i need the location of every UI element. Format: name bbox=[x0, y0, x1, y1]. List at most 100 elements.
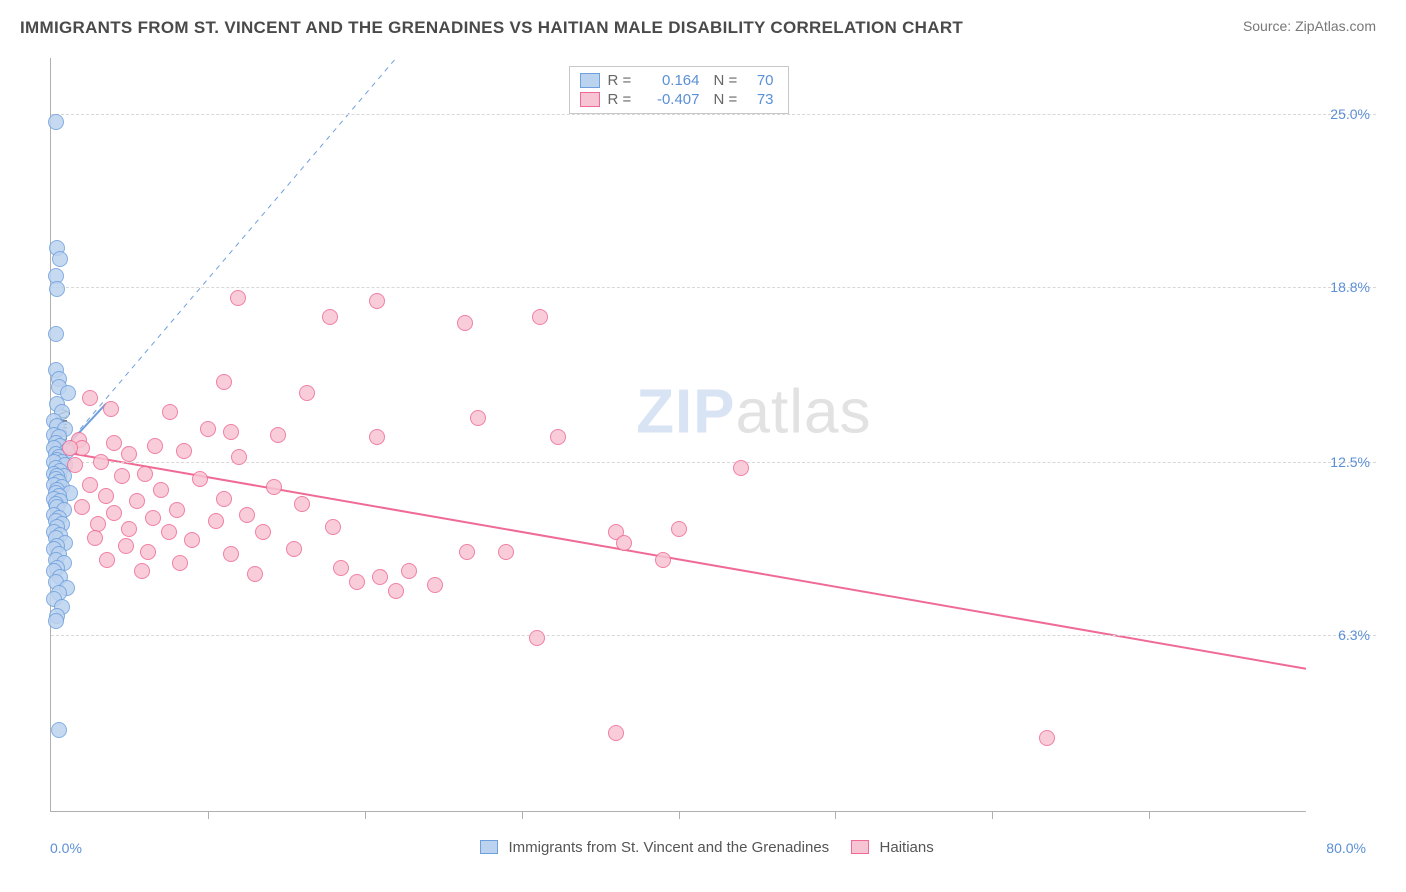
x-tick bbox=[522, 811, 523, 819]
scatter-point bbox=[200, 421, 216, 437]
scatter-point bbox=[121, 446, 137, 462]
scatter-point bbox=[247, 566, 263, 582]
scatter-point bbox=[208, 513, 224, 529]
scatter-point bbox=[129, 493, 145, 509]
scatter-point bbox=[498, 544, 514, 560]
gridline bbox=[51, 462, 1376, 463]
scatter-point bbox=[349, 574, 365, 590]
scatter-point bbox=[255, 524, 271, 540]
scatter-point bbox=[118, 538, 134, 554]
scatter-point bbox=[145, 510, 161, 526]
scatter-point bbox=[223, 546, 239, 562]
scatter-point bbox=[93, 454, 109, 470]
plot-area: ZIPatlas R = 0.164 N = 70 R = -0.407 N =… bbox=[50, 58, 1306, 812]
scatter-point bbox=[106, 505, 122, 521]
scatter-point bbox=[616, 535, 632, 551]
scatter-point bbox=[294, 496, 310, 512]
scatter-point bbox=[427, 577, 443, 593]
gridline bbox=[51, 635, 1376, 636]
legend-swatch bbox=[851, 840, 869, 854]
scatter-point bbox=[67, 457, 83, 473]
scatter-point bbox=[48, 326, 64, 342]
scatter-point bbox=[372, 569, 388, 585]
y-tick-label: 25.0% bbox=[1330, 106, 1370, 122]
source-attribution: Source: ZipAtlas.com bbox=[1243, 18, 1376, 34]
chart-container: Male Disability ZIPatlas R = 0.164 N = 7… bbox=[20, 50, 1376, 862]
scatter-point bbox=[1039, 730, 1055, 746]
scatter-point bbox=[103, 401, 119, 417]
y-tick-label: 18.8% bbox=[1330, 279, 1370, 295]
scatter-point bbox=[99, 552, 115, 568]
scatter-point bbox=[325, 519, 341, 535]
scatter-point bbox=[184, 532, 200, 548]
trend-lines-layer bbox=[51, 58, 1306, 811]
scatter-point bbox=[121, 521, 137, 537]
x-tick bbox=[208, 811, 209, 819]
x-tick bbox=[1149, 811, 1150, 819]
scatter-point bbox=[286, 541, 302, 557]
gridline bbox=[51, 114, 1376, 115]
scatter-point bbox=[192, 471, 208, 487]
scatter-point bbox=[137, 466, 153, 482]
scatter-point bbox=[529, 630, 545, 646]
scatter-point bbox=[62, 440, 78, 456]
scatter-point bbox=[82, 390, 98, 406]
scatter-point bbox=[161, 524, 177, 540]
scatter-point bbox=[169, 502, 185, 518]
scatter-point bbox=[401, 563, 417, 579]
scatter-point bbox=[532, 309, 548, 325]
scatter-point bbox=[459, 544, 475, 560]
x-tick bbox=[679, 811, 680, 819]
scatter-point bbox=[550, 429, 566, 445]
x-tick bbox=[992, 811, 993, 819]
scatter-point bbox=[49, 281, 65, 297]
scatter-point bbox=[333, 560, 349, 576]
scatter-point bbox=[106, 435, 122, 451]
scatter-point bbox=[388, 583, 404, 599]
scatter-point bbox=[134, 563, 150, 579]
scatter-point bbox=[457, 315, 473, 331]
legend-label: Immigrants from St. Vincent and the Gren… bbox=[508, 839, 829, 856]
scatter-point bbox=[671, 521, 687, 537]
bottom-legend: Immigrants from St. Vincent and the Gren… bbox=[20, 839, 1376, 856]
scatter-point bbox=[216, 491, 232, 507]
scatter-point bbox=[369, 293, 385, 309]
trend-extension bbox=[54, 58, 396, 460]
scatter-point bbox=[87, 530, 103, 546]
scatter-point bbox=[299, 385, 315, 401]
y-tick-label: 6.3% bbox=[1338, 627, 1370, 643]
scatter-point bbox=[114, 468, 130, 484]
scatter-point bbox=[216, 374, 232, 390]
scatter-point bbox=[266, 479, 282, 495]
scatter-point bbox=[147, 438, 163, 454]
scatter-point bbox=[733, 460, 749, 476]
scatter-point bbox=[369, 429, 385, 445]
legend-label: Haitians bbox=[880, 839, 934, 856]
x-tick bbox=[365, 811, 366, 819]
scatter-point bbox=[51, 722, 67, 738]
scatter-point bbox=[172, 555, 188, 571]
scatter-point bbox=[74, 499, 90, 515]
scatter-point bbox=[239, 507, 255, 523]
scatter-point bbox=[52, 251, 68, 267]
scatter-point bbox=[608, 725, 624, 741]
scatter-point bbox=[48, 114, 64, 130]
scatter-point bbox=[176, 443, 192, 459]
chart-title: IMMIGRANTS FROM ST. VINCENT AND THE GREN… bbox=[20, 18, 963, 38]
x-tick bbox=[835, 811, 836, 819]
scatter-point bbox=[655, 552, 671, 568]
scatter-point bbox=[153, 482, 169, 498]
scatter-point bbox=[230, 290, 246, 306]
scatter-point bbox=[140, 544, 156, 560]
scatter-point bbox=[223, 424, 239, 440]
y-tick-label: 12.5% bbox=[1330, 454, 1370, 470]
legend-swatch bbox=[480, 840, 498, 854]
scatter-point bbox=[48, 613, 64, 629]
scatter-point bbox=[270, 427, 286, 443]
scatter-point bbox=[231, 449, 247, 465]
scatter-point bbox=[470, 410, 486, 426]
scatter-point bbox=[98, 488, 114, 504]
scatter-point bbox=[322, 309, 338, 325]
scatter-point bbox=[82, 477, 98, 493]
scatter-point bbox=[162, 404, 178, 420]
